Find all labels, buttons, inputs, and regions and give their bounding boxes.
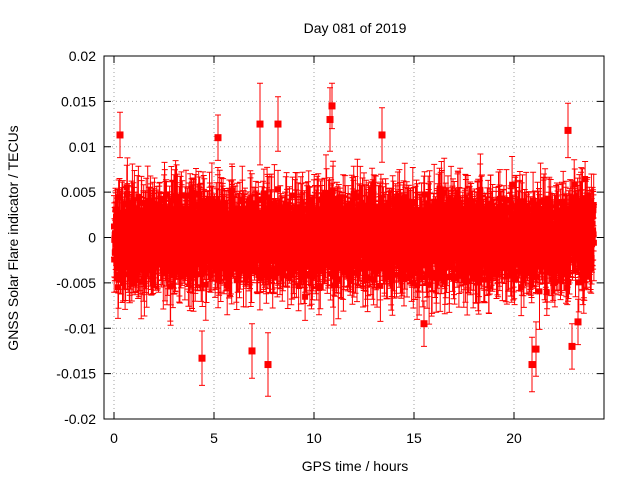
data-point (256, 120, 264, 128)
data-markers (111, 102, 597, 368)
y-tick-label: 0 (88, 230, 96, 246)
data-point (214, 134, 222, 142)
x-axis-label: GPS time / hours (302, 458, 409, 474)
y-axis-label: GNSS Solar Flare indicator / TECUs (5, 125, 21, 350)
x-tick-label: 20 (506, 430, 522, 446)
data-point (328, 102, 336, 110)
chart-title: Day 081 of 2019 (304, 20, 407, 36)
x-tick-label: 5 (210, 430, 218, 446)
x-tick-label: 10 (306, 430, 322, 446)
x-tick-label: 0 (110, 430, 118, 446)
data-point (116, 131, 124, 139)
y-tick-label: -0.005 (56, 275, 96, 291)
data-point (564, 126, 572, 134)
y-tick-label: 0.01 (69, 139, 96, 155)
data-point (274, 120, 282, 128)
data-point (198, 354, 206, 362)
data-point (574, 318, 582, 326)
y-tick-label: -0.01 (64, 320, 96, 336)
data-point (532, 345, 540, 353)
data-point (248, 347, 256, 355)
y-tick-label: -0.015 (56, 366, 96, 382)
y-tick-label: 0.015 (61, 93, 96, 109)
y-tick-label: -0.02 (64, 411, 96, 427)
data-point (378, 131, 386, 139)
x-tick-label: 15 (406, 430, 422, 446)
data-point (528, 361, 536, 369)
y-tick-label: 0.02 (69, 48, 96, 64)
axis-ticks: -0.02 -0.015 -0.01 -0.005 0 0.005 0.01 0.015 0.0… (56, 48, 604, 446)
data-point (264, 361, 272, 369)
data-point (420, 320, 428, 328)
data-point (326, 116, 334, 124)
y-tick-label: 0.005 (61, 184, 96, 200)
data-series (111, 82, 597, 397)
data-point (568, 342, 576, 350)
